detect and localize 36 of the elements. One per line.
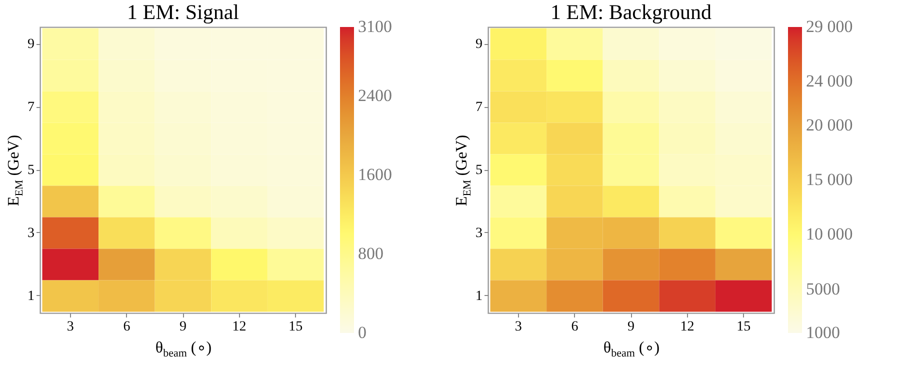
x-axis-title: θ$_{beam}$ (∘): [155, 340, 212, 360]
color-bar-label: 24 000: [806, 72, 853, 91]
x-tick-label: 15: [288, 320, 303, 334]
y-tick-label: 7: [476, 100, 482, 116]
y-tick-label: 1: [28, 288, 34, 304]
color-bar-label: 29 000: [806, 17, 853, 36]
x-axis-title: θ$_{beam}$ (∘): [603, 340, 660, 360]
color-bar-label: 800: [358, 244, 384, 264]
chart-title: 1 EM: Signal: [126, 0, 240, 24]
y-tick-label: 3: [28, 226, 34, 241]
color-bar-label: 1000: [806, 323, 840, 342]
x-tick-label: 3: [514, 320, 522, 334]
x-tick-label: 15: [736, 320, 751, 334]
color-bar-label: 10 000: [806, 224, 853, 244]
y-tick-label: 3: [476, 226, 482, 241]
color-bar-label: 5000: [806, 279, 840, 298]
chart-title: 1 EM: Background: [550, 0, 712, 24]
y-tick-label: 9: [28, 37, 34, 52]
color-bar-label: 0: [358, 323, 366, 342]
x-tick-label: 12: [232, 320, 246, 334]
y-tick-label: 7: [28, 100, 34, 116]
x-tick-label: 6: [123, 320, 130, 334]
y-tick-label: 1: [476, 288, 482, 304]
x-tick-label: 3: [66, 320, 74, 334]
x-tick-label: 12: [680, 320, 694, 334]
y-tick-label: 9: [476, 37, 482, 52]
color-bar-label: 2400: [358, 86, 392, 106]
x-tick-label: 9: [180, 320, 186, 334]
x-tick-label: 9: [628, 320, 634, 334]
y-tick-label: 5: [476, 163, 482, 178]
color-bar-label: 20 000: [806, 115, 853, 134]
color-bar-label: 1600: [358, 165, 392, 184]
color-bar-label: 3100: [358, 17, 392, 36]
x-tick-label: 6: [571, 320, 578, 334]
y-tick-label: 5: [28, 163, 34, 178]
color-bar-label: 15 000: [806, 170, 853, 189]
